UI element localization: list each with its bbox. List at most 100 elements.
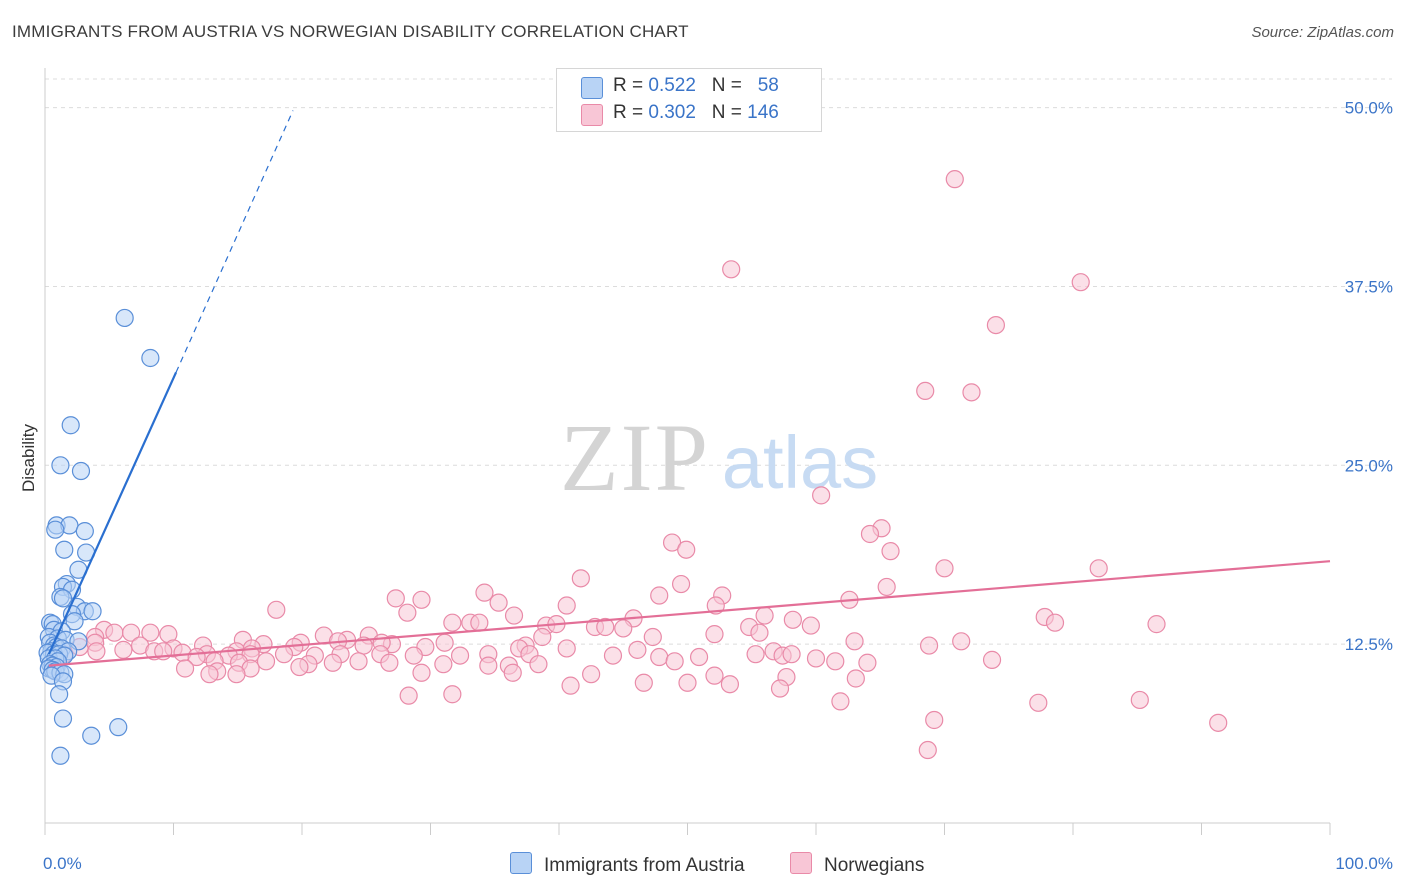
y-axis-label: Disability: [19, 423, 38, 492]
norwegians-point: [571, 569, 590, 588]
norwegians-point: [87, 642, 106, 661]
norwegians-point: [398, 603, 417, 622]
austria-point: [51, 456, 70, 475]
norwegians-point: [557, 596, 576, 615]
norwegians-point: [1089, 559, 1108, 578]
norwegians-point: [412, 590, 431, 609]
norwegians-point: [720, 675, 740, 694]
austria-point: [61, 416, 80, 435]
austria-point: [75, 522, 94, 541]
austria-point: [53, 589, 73, 608]
legend-item-norwegians[interactable]: Norwegians: [790, 852, 924, 877]
norwegians-point: [227, 665, 246, 684]
norwegians-point: [603, 646, 623, 665]
norwegians-point: [650, 586, 669, 605]
r-value-norwegians: 0.302: [648, 102, 696, 123]
norwegians-point: [1029, 693, 1048, 712]
watermark-atlas: atlas: [722, 421, 878, 504]
norwegians-point: [274, 645, 294, 664]
austria-point: [46, 520, 65, 539]
norwegians-point: [706, 596, 725, 615]
norwegians-point: [722, 260, 741, 279]
norwegians-point: [614, 619, 633, 638]
y-tick-label: 37.5%: [1345, 277, 1393, 296]
austria-trend-line: [47, 371, 178, 655]
norwegians-point: [1130, 690, 1149, 710]
norwegians-point: [533, 627, 552, 647]
watermark-zip: ZIP: [560, 404, 710, 511]
grid-lines: [45, 78, 1392, 645]
norwegians-point: [256, 652, 276, 671]
norwegians-point: [561, 676, 580, 695]
norwegians-point: [443, 613, 462, 632]
norwegians-point: [399, 686, 418, 705]
y-tick-label: 12.5%: [1345, 635, 1393, 654]
austria-point: [109, 718, 128, 737]
norwegians-point: [831, 692, 850, 711]
norwegians-point: [267, 600, 286, 619]
norwegians-point: [858, 653, 877, 672]
r-value-austria: 0.522: [648, 75, 696, 96]
norwegians-point: [596, 617, 615, 637]
austria-point: [55, 540, 74, 559]
norwegians-point: [918, 740, 937, 760]
x-tick-label: 100.0%: [1335, 854, 1393, 873]
norwegians-point: [783, 610, 802, 629]
norwegians-point: [806, 649, 826, 668]
norwegians-point: [945, 170, 964, 189]
austria-point: [115, 308, 134, 328]
norwegians-point: [380, 653, 399, 672]
norwegians-point: [826, 652, 845, 671]
legend-swatch-austria-bottom: [510, 852, 532, 874]
norwegians-point: [801, 616, 820, 635]
austria-trend-extension: [175, 110, 294, 373]
norwegians-point: [689, 647, 709, 667]
norwegians-point: [435, 633, 454, 652]
norwegians-point: [323, 653, 342, 672]
norwegians-point: [671, 574, 691, 594]
norwegians-trend-line: [48, 560, 1331, 667]
norwegians-point: [105, 623, 124, 642]
norwegians-point: [877, 577, 896, 597]
axes: [44, 68, 1331, 835]
norwegians-point: [746, 645, 765, 664]
norwegians-point: [529, 655, 548, 674]
norwegians-point: [919, 636, 939, 655]
norwegians-point: [412, 663, 431, 682]
norwegians-point: [755, 606, 774, 625]
x-tick-label: 0.0%: [43, 854, 82, 873]
austria-point: [82, 726, 101, 745]
norwegians-point: [1209, 713, 1228, 732]
y-tick-label: 50.0%: [1345, 99, 1393, 118]
n-value-austria: 58: [757, 75, 779, 96]
austria-point: [53, 709, 73, 728]
norwegians-point: [582, 665, 601, 684]
norwegians-point: [678, 673, 697, 692]
legend-swatch-norwegians-bottom: [790, 852, 812, 874]
norwegians-point: [705, 625, 724, 644]
austria-point: [51, 746, 70, 765]
norwegians-point: [121, 623, 141, 642]
austria-point: [141, 348, 160, 368]
y-tick-label: 25.0%: [1345, 456, 1393, 475]
norwegians-point: [935, 559, 954, 578]
austria-point: [71, 461, 91, 481]
chart-title: IMMIGRANTS FROM AUSTRIA VS NORWEGIAN DIS…: [12, 22, 689, 41]
norwegians-point: [952, 632, 971, 651]
legend-swatch-norwegians: [581, 104, 603, 126]
norwegians-point: [450, 646, 470, 665]
norwegians-point: [881, 542, 900, 561]
legend-item-austria[interactable]: Immigrants from Austria: [510, 852, 745, 877]
norwegians-point: [404, 646, 423, 665]
source-label: Source: ZipAtlas.com: [1251, 24, 1394, 41]
norwegians-point: [782, 645, 801, 664]
watermark: ZIP atlas: [560, 404, 878, 511]
norwegians-point: [200, 665, 219, 684]
norwegians-point: [750, 623, 769, 642]
norwegians-point: [434, 655, 453, 674]
austria-point: [50, 685, 69, 704]
norwegians-point: [812, 486, 831, 505]
austria-point: [83, 602, 102, 621]
norwegians-point: [1147, 615, 1166, 634]
